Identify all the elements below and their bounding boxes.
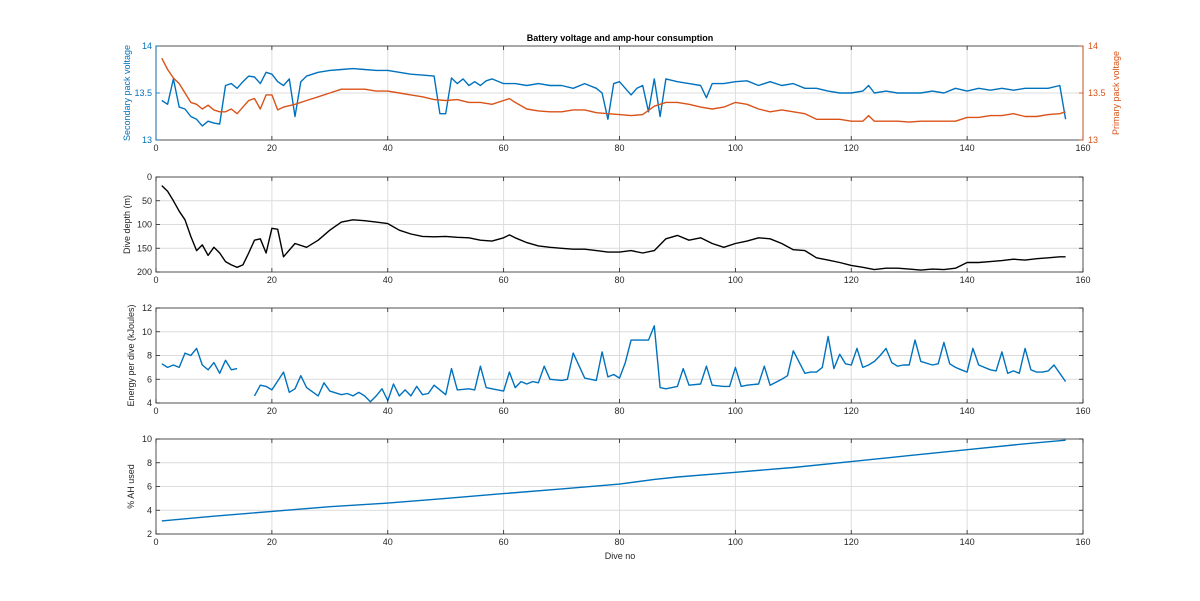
y-tick-label: 2 [147, 529, 152, 539]
x-tick-label: 20 [267, 275, 277, 285]
x-tick-label: 20 [267, 537, 277, 547]
y-tick-label: 13 [142, 135, 152, 145]
x-tick-label: 160 [1075, 143, 1090, 153]
subplot-2: 0 20 40 60 80 100 120 140 160 0 50 100 150 200 Dive de… [122, 172, 1091, 285]
subplot-1: 0 20 40 60 80 100 120 140 1601313.5141313.514Pri… [122, 41, 1121, 153]
x-tick-label: 100 [728, 406, 743, 416]
x-tick-label: 140 [960, 406, 975, 416]
x-tick-label: 140 [960, 143, 975, 153]
y-tick-label: 100 [137, 220, 152, 230]
series-line-energy-2 [253, 325, 1067, 403]
x-tick-label: 100 [728, 143, 743, 153]
y-tick-label: 14 [142, 41, 152, 51]
y-tick-label: 10 [142, 327, 152, 337]
x-tick-label: 140 [960, 537, 975, 547]
x-tick-label: 20 [267, 406, 277, 416]
y-tick-label: 6 [147, 482, 152, 492]
x-tick-label: 40 [383, 275, 393, 285]
y-tick-label: 50 [142, 196, 152, 206]
x-tick-label: 100 [728, 275, 743, 285]
x-tick-label: 80 [614, 537, 624, 547]
y-tick-label: 6 [147, 374, 152, 384]
x-tick-label: 120 [844, 275, 859, 285]
x-tick-label: 80 [614, 406, 624, 416]
x-tick-label: 120 [844, 406, 859, 416]
x-tick-label: 160 [1075, 537, 1090, 547]
series-line-secondary-1 [161, 67, 1067, 127]
y-tick-label: 13.5 [134, 88, 152, 98]
y-tick-label: 8 [147, 351, 152, 361]
y2-axis-label: Primary pack voltage [1111, 51, 1121, 135]
x-tick-label: 120 [844, 143, 859, 153]
x-tick-label: 120 [844, 537, 859, 547]
y-tick-label: 200 [137, 267, 152, 277]
series-line-ah-1 [161, 439, 1066, 522]
x-tick-label: 60 [499, 406, 509, 416]
y-tick-label: 10 [142, 434, 152, 444]
x-tick-label: 160 [1075, 406, 1090, 416]
x-tick-label: 40 [383, 143, 393, 153]
x-tick-label: 60 [499, 275, 509, 285]
x-tick-label: 20 [267, 143, 277, 153]
y-tick-label: 12 [142, 303, 152, 313]
y2-tick-label: 13 [1088, 135, 1098, 145]
x-tick-label: 40 [383, 406, 393, 416]
x-tick-label: 100 [728, 537, 743, 547]
x-tick-label: 0 [153, 537, 158, 547]
x-tick-label: 80 [614, 143, 624, 153]
y-tick-label: 4 [147, 505, 152, 515]
y-tick-label: 4 [147, 398, 152, 408]
x-tick-label: 60 [499, 143, 509, 153]
y-tick-label: 8 [147, 458, 152, 468]
x-tick-label: 60 [499, 537, 509, 547]
y-axis-label: Secondary pack voltage [122, 45, 132, 141]
y2-tick-label: 13.5 [1088, 88, 1106, 98]
x-tick-label: 0 [153, 406, 158, 416]
x-tick-label: 40 [383, 537, 393, 547]
x-tick-label: 160 [1075, 275, 1090, 285]
y-axis-label: Energy per dive (kJoules) [126, 304, 136, 406]
y2-tick-label: 14 [1088, 41, 1098, 51]
series-line-energy-1 [161, 347, 238, 374]
y-axis-label: Dive depth (m) [122, 195, 132, 254]
x-tick-label: 0 [153, 143, 158, 153]
x-tick-label: 0 [153, 275, 158, 285]
subplot-3: 0 20 40 60 80 100 120 140 160 4 6 8 10 12 Energy per d… [126, 303, 1091, 416]
x-tick-label: 80 [614, 275, 624, 285]
subplot-4: 0 20 40 60 80 100 120 140 160 2 4 6 8 10 % AH used [126, 434, 1091, 547]
series-line-primary-1 [161, 57, 1066, 123]
series-line-depth-1 [161, 185, 1066, 271]
y-axis-label: % AH used [126, 464, 136, 509]
y-tick-label: 0 [147, 172, 152, 182]
x-tick-label: 140 [960, 275, 975, 285]
figure-title: Battery voltage and amp-hour consumption [527, 33, 714, 43]
x-axis-label: Dive no [605, 551, 636, 561]
y-tick-label: 150 [137, 243, 152, 253]
